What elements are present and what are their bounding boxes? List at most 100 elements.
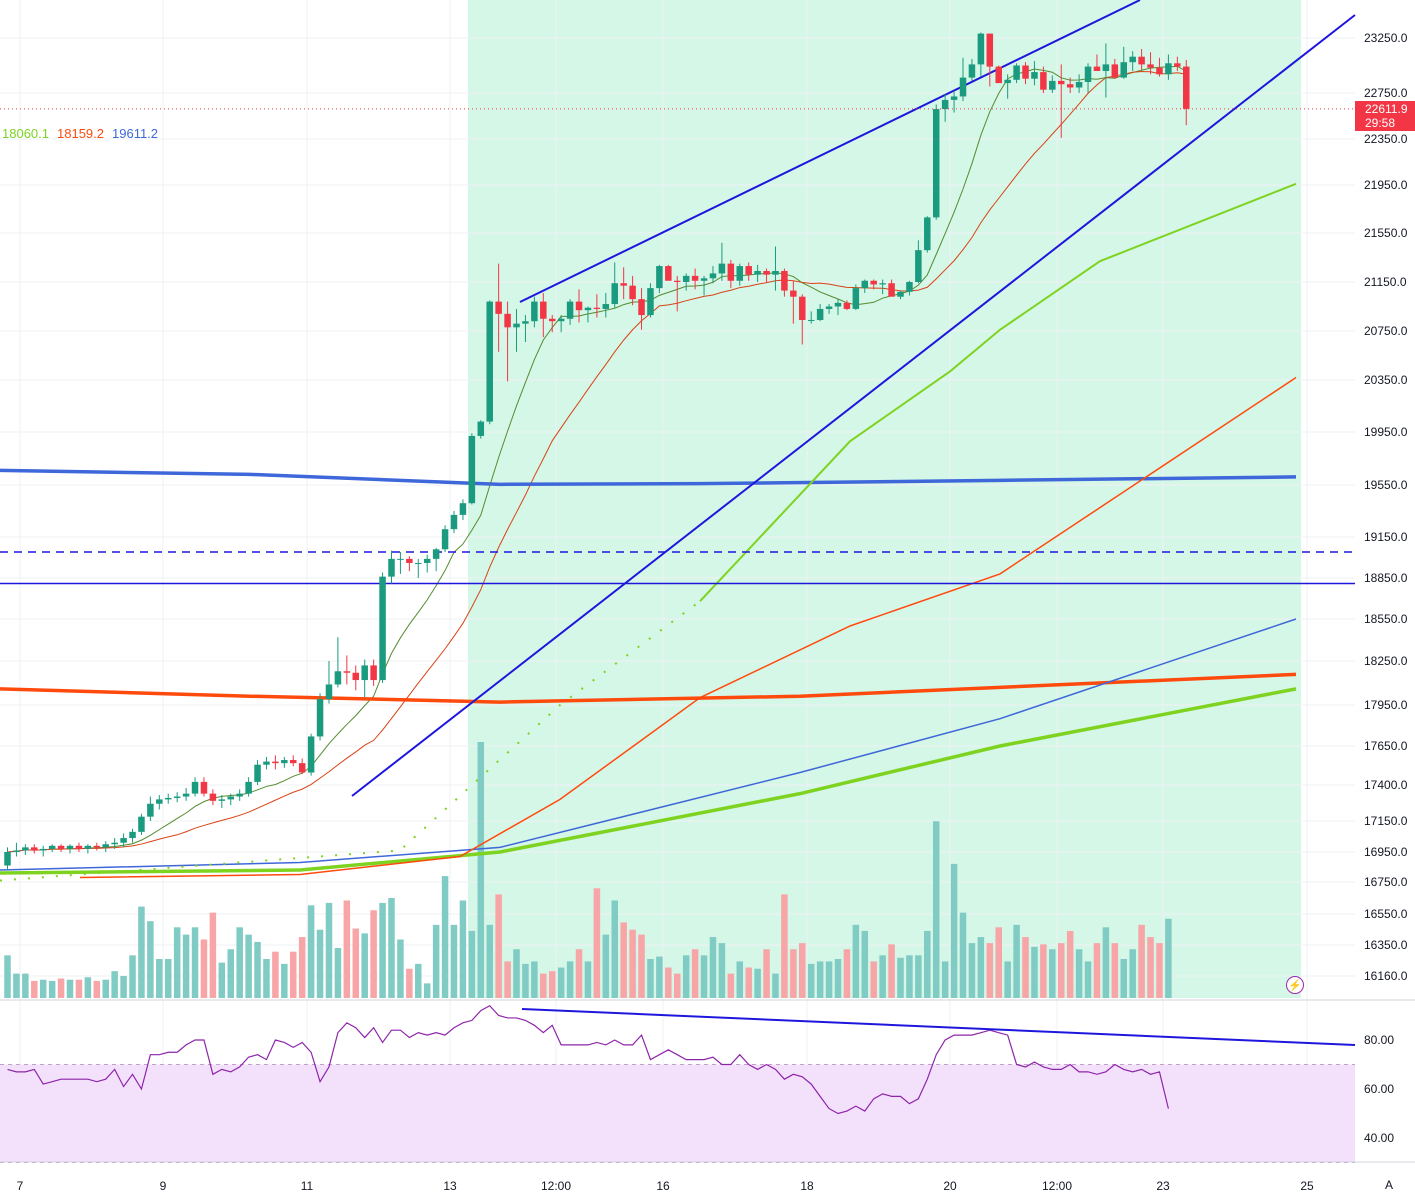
volume-bar: [950, 863, 958, 998]
volume-bar: [602, 934, 610, 998]
candle-body: [522, 321, 529, 324]
candle-body: [352, 672, 360, 681]
volume-bar: [584, 961, 592, 998]
volume-bar: [1120, 958, 1127, 998]
candle-body: [388, 558, 395, 577]
volume-bar: [75, 979, 83, 998]
price-tick-label: 16750.0: [1364, 875, 1408, 889]
volume-bar: [477, 742, 485, 998]
candle-body: [1049, 80, 1056, 90]
volume-bar: [209, 912, 217, 998]
candle-body: [1165, 63, 1172, 75]
candle-body: [1111, 64, 1119, 78]
ma-long-green: [0, 687, 1297, 875]
volume-bar: [870, 961, 877, 998]
candle-body: [432, 549, 440, 559]
candle-body: [102, 844, 109, 848]
volume-bar: [924, 930, 931, 998]
volume-bar: [57, 978, 65, 998]
volume-bar: [486, 924, 493, 998]
candle-body: [200, 781, 208, 794]
bar-countdown: 29:58: [1365, 116, 1396, 130]
volume-bar: [906, 955, 913, 998]
candle-body: [977, 33, 985, 65]
volume-bar: [629, 929, 636, 998]
candle-body: [325, 684, 333, 700]
time-tick-label: 23: [1156, 1179, 1170, 1193]
candle-body: [674, 280, 681, 282]
candle-body: [1084, 66, 1092, 82]
candles: [4, 32, 1190, 870]
candle-body: [307, 736, 315, 773]
volume-bar: [1040, 944, 1047, 998]
candle-body: [638, 299, 645, 316]
candle-body: [441, 529, 449, 550]
candle-body: [531, 301, 538, 322]
candle-body: [1093, 66, 1101, 71]
volume-bar: [736, 961, 744, 998]
volume-bar: [807, 963, 815, 998]
volume-bar: [772, 973, 779, 998]
volume-bar: [888, 944, 895, 998]
price-tick-label: 20750.0: [1364, 324, 1408, 338]
candle-body: [763, 270, 770, 275]
volume-bar: [459, 900, 467, 998]
volume-bar: [147, 921, 154, 998]
candle-body: [897, 291, 904, 297]
candle-body: [584, 307, 592, 311]
volume-bar: [173, 927, 181, 998]
volume-bar: [1049, 949, 1056, 998]
candle-body: [950, 96, 958, 100]
auto-scale-button[interactable]: A: [1384, 1178, 1393, 1192]
candle-body: [227, 796, 234, 800]
candle-body: [772, 270, 779, 275]
volume-bar: [495, 894, 502, 998]
volume-bar: [897, 957, 904, 998]
volume-bar: [843, 949, 851, 998]
volume-bar: [825, 961, 833, 998]
time-axis: 7 9 11 13 12:00 16 18 20 12:00 23 25: [17, 1179, 1314, 1193]
volume-bar: [1111, 943, 1119, 998]
volume-bar: [1156, 943, 1163, 998]
candle-body: [1004, 79, 1011, 84]
candle-body: [691, 275, 699, 281]
candle-body: [75, 845, 83, 849]
candle-body: [209, 793, 217, 801]
candle-body: [138, 816, 145, 832]
candle-body: [316, 699, 324, 737]
volume-bar: [22, 973, 29, 998]
candle-body: [1022, 65, 1029, 79]
candle-body: [57, 845, 65, 849]
price-tick-label: 16950.0: [1364, 845, 1408, 859]
price-axis: 23250.0 22750.0 22350.0 21950.0 21550.0 21150…: [1364, 31, 1408, 1145]
candle-body: [450, 514, 458, 530]
candle-body: [120, 838, 127, 843]
volume-bar: [379, 902, 386, 998]
candle-body: [736, 266, 744, 281]
volume-bar: [986, 943, 994, 998]
candle-body: [477, 421, 485, 436]
volume-bar: [852, 924, 860, 998]
volume-bar: [781, 894, 788, 998]
bolt-icon[interactable]: ⚡: [1286, 976, 1304, 994]
volume-bar: [995, 927, 1002, 998]
volume-bar: [48, 980, 56, 998]
volume-bar: [316, 929, 324, 998]
volume-bar: [861, 930, 869, 998]
rsi-tick-label: 60.00: [1364, 1082, 1394, 1096]
candle-body: [495, 301, 502, 314]
candle-body: [932, 109, 940, 218]
volume-bar: [638, 934, 645, 998]
volume-bar: [1075, 949, 1083, 998]
time-tick-label: 12:00: [1042, 1179, 1072, 1193]
volume-bar: [370, 910, 377, 998]
volume-bar: [4, 955, 11, 998]
candle-body: [843, 302, 851, 309]
candle-body: [1057, 80, 1065, 85]
price-tick-label: 20350.0: [1364, 373, 1408, 387]
candle-body: [1040, 72, 1047, 90]
candle-body: [941, 99, 949, 110]
candle-body: [397, 558, 404, 560]
volume-bar: [540, 973, 547, 998]
